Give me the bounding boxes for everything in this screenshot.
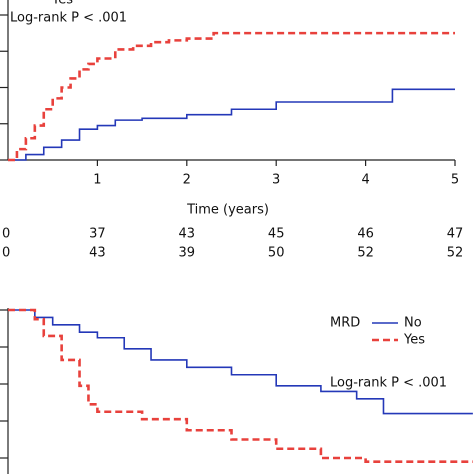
x-tick-label: 3 (272, 173, 280, 188)
annotation: Log-rank P < .001 (10, 11, 127, 26)
survival-curve (8, 309, 473, 415)
at-risk-count: 39 (179, 246, 196, 261)
at-risk-count: 0 (2, 227, 10, 242)
x-tick-label: 2 (183, 173, 191, 188)
at-risk-count: 37 (89, 227, 106, 242)
legend-label: Yes (403, 333, 425, 348)
legend-title: MRD (330, 316, 360, 331)
legend-label: No (404, 316, 422, 331)
legend-label: Yes (51, 0, 73, 8)
survival-curve (8, 88, 455, 161)
x-tick-label: 5 (451, 173, 459, 188)
at-risk-count: 43 (179, 227, 196, 242)
x-tick-label: 4 (361, 173, 369, 188)
annotation: Log-rank P < .001 (330, 376, 447, 391)
at-risk-count: 47 (447, 227, 464, 242)
at-risk-count: 46 (357, 227, 374, 242)
at-risk-count: 43 (89, 246, 106, 261)
at-risk-count: 0 (2, 246, 10, 261)
at-risk-count: 50 (268, 246, 285, 261)
at-risk-count: 52 (447, 246, 464, 261)
x-axis-label: Time (years) (186, 203, 269, 218)
survival-curve (8, 31, 455, 162)
at-risk-count: 52 (357, 246, 374, 261)
at-risk-count: 45 (268, 227, 285, 242)
x-tick-label: 1 (93, 173, 101, 188)
survival-curve (8, 308, 473, 463)
